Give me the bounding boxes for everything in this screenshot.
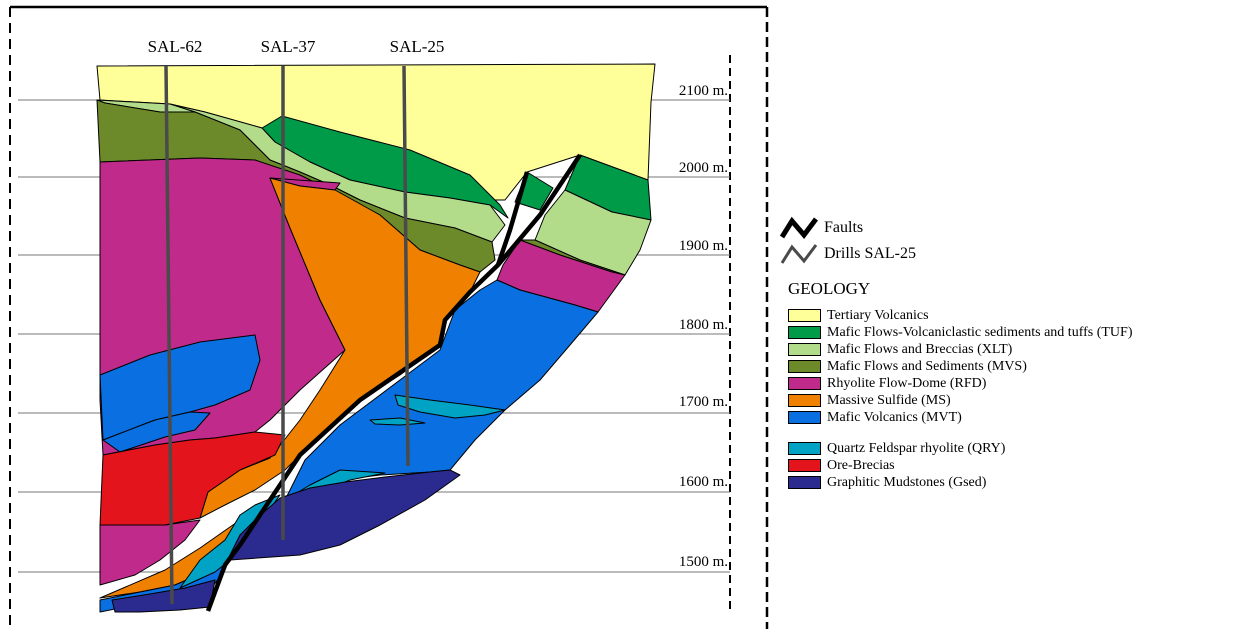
legend-item-label: Quartz Feldspar rhyolite (QRY) <box>827 440 1006 456</box>
drill-label-sal-37: SAL-37 <box>261 37 316 56</box>
fault-main <box>205 153 582 612</box>
legend-item: Rhyolite Flow-Dome (RFD) <box>778 375 1254 392</box>
legend-item-label: Mafic Flows and Breccias (XLT) <box>827 341 1013 357</box>
legend-units: Tertiary Volcanics Mafic Flows-Volcanicla… <box>778 307 1254 426</box>
legend-item-label: Tertiary Volcanics <box>827 307 929 323</box>
legend-faults-label: Faults <box>824 219 864 236</box>
legend: Faults Drills SAL-25 GEOLOGY Tertiary Vo… <box>778 215 1254 491</box>
unit-mvt-right <box>284 279 599 501</box>
legend-swatch <box>788 394 821 407</box>
drill-label-sal-25: SAL-25 <box>390 37 445 56</box>
legend-drills-row: Drills SAL-25 <box>778 241 1254 267</box>
legend-swatch <box>788 411 821 424</box>
drill-symbol-icon <box>780 244 818 264</box>
legend-swatch <box>788 377 821 390</box>
legend-swatch <box>788 343 821 356</box>
fault-symbol-icon <box>779 216 818 239</box>
section-frame <box>9 5 769 629</box>
legend-item: Mafic Flows and Breccias (XLT) <box>778 341 1254 358</box>
unit-qry-right <box>394 394 506 419</box>
legend-item-label: Mafic Flows-Volcaniclastic sediments and… <box>827 324 1133 340</box>
legend-swatch <box>788 360 821 373</box>
legend-swatch <box>788 326 821 339</box>
drill-labels: SAL-62 SAL-37 SAL-25 <box>148 37 445 56</box>
legend-item-label: Ore-Brecias <box>827 457 895 473</box>
fault-lines <box>205 153 582 612</box>
legend-item: Mafic Flows-Volcaniclastic sediments and… <box>778 324 1254 341</box>
legend-item: Tertiary Volcanics <box>778 307 1254 324</box>
legend-item: Quartz Feldspar rhyolite (QRY) <box>778 440 1254 457</box>
elevation-label-2000: 2000 m. <box>679 160 728 176</box>
drill-label-sal-62: SAL-62 <box>148 37 203 56</box>
legend-item: Graphitic Mudstones (Gsed) <box>778 474 1254 491</box>
legend-swatch <box>788 309 821 322</box>
legend-item: Massive Sulfide (MS) <box>778 392 1254 409</box>
drill-holes <box>164 65 410 605</box>
legend-faults-row: Faults <box>778 215 1254 241</box>
legend-swatch <box>788 459 821 472</box>
legend-item-label: Mafic Flows and Sediments (MVS) <box>827 358 1027 374</box>
elevation-label-1700: 1700 m. <box>679 394 728 410</box>
geologic-units <box>96 63 656 613</box>
legend-item-label: Graphitic Mudstones (Gsed) <box>827 474 987 490</box>
legend-item: Ore-Brecias <box>778 457 1254 474</box>
elevation-labels: 2100 m. 2000 m. 1900 m. 1800 m. 1700 m. … <box>679 83 728 570</box>
legend-swatch <box>788 476 821 489</box>
elevation-label-1800: 1800 m. <box>679 317 728 333</box>
legend-units-extra: Quartz Feldspar rhyolite (QRY) Ore-Brecia… <box>778 440 1254 491</box>
legend-item: Mafic Volcanics (MVT) <box>778 409 1254 426</box>
elevation-label-1600: 1600 m. <box>679 474 728 490</box>
legend-item: Mafic Flows and Sediments (MVS) <box>778 358 1254 375</box>
drill-sal-25-trace <box>402 65 410 467</box>
drill-sal-62-trace <box>164 65 174 605</box>
legend-swatch <box>788 442 821 455</box>
unit-graphitic-mudstones <box>224 469 461 566</box>
legend-item-label: Mafic Volcanics (MVT) <box>827 409 962 425</box>
legend-item-label: Massive Sulfide (MS) <box>827 392 951 408</box>
legend-geology-title: GEOLOGY <box>788 279 871 298</box>
legend-item-label: Rhyolite Flow-Dome (RFD) <box>827 375 987 391</box>
unit-qry-inner <box>369 417 426 426</box>
elevation-label-1900: 1900 m. <box>679 238 728 254</box>
fault-branch <box>495 171 530 266</box>
unit-ore-brecias <box>99 431 286 526</box>
legend-drills-label: Drills SAL-25 <box>824 245 916 262</box>
unit-mvt-thin <box>102 411 211 453</box>
elevation-label-2100: 2100 m. <box>679 83 728 99</box>
elevation-label-1500: 1500 m. <box>679 554 728 570</box>
